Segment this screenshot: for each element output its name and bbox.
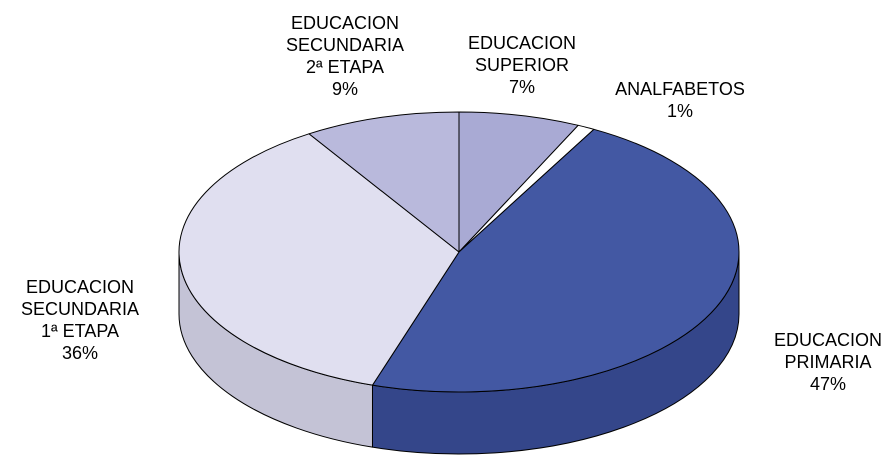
slice-label: EDUCACION SUPERIOR bbox=[468, 33, 576, 75]
pie-slice bbox=[178, 133, 460, 386]
slice-label-line: 1ª ETAPA bbox=[41, 321, 119, 341]
slice-label-line: SECUNDARIA bbox=[21, 299, 139, 319]
pie-slice bbox=[458, 111, 579, 253]
slice-value-label: 7% bbox=[509, 77, 535, 97]
slice-label-line: SUPERIOR bbox=[475, 55, 569, 75]
slice-value-label: 36% bbox=[62, 343, 98, 363]
slice-label-line: EDUCACION bbox=[26, 277, 134, 297]
slice-label-line: EDUCACION bbox=[774, 330, 882, 350]
slice-label: ANALFABETOS bbox=[615, 79, 745, 99]
slice-label-line: EDUCACION bbox=[468, 33, 576, 53]
slice-label: EDUCACION PRIMARIA bbox=[774, 330, 882, 372]
pie-slice bbox=[371, 128, 740, 393]
slice-label-line: PRIMARIA bbox=[784, 352, 871, 372]
slice-label-line: ANALFABETOS bbox=[615, 79, 745, 99]
slice-value-label: 9% bbox=[332, 79, 358, 99]
slice-label-line: 2ª ETAPA bbox=[306, 57, 384, 77]
slice-value-label: 47% bbox=[810, 374, 846, 394]
slice-label: EDUCACION SECUNDARIA 2ª ETAPA bbox=[286, 13, 404, 77]
slice-label-line: EDUCACION bbox=[291, 13, 399, 33]
slice-label: EDUCACION SECUNDARIA 1ª ETAPA bbox=[21, 277, 139, 341]
pie-slice bbox=[308, 111, 460, 253]
slice-label-line: SECUNDARIA bbox=[286, 35, 404, 55]
slice-value-label: 1% bbox=[667, 101, 693, 121]
